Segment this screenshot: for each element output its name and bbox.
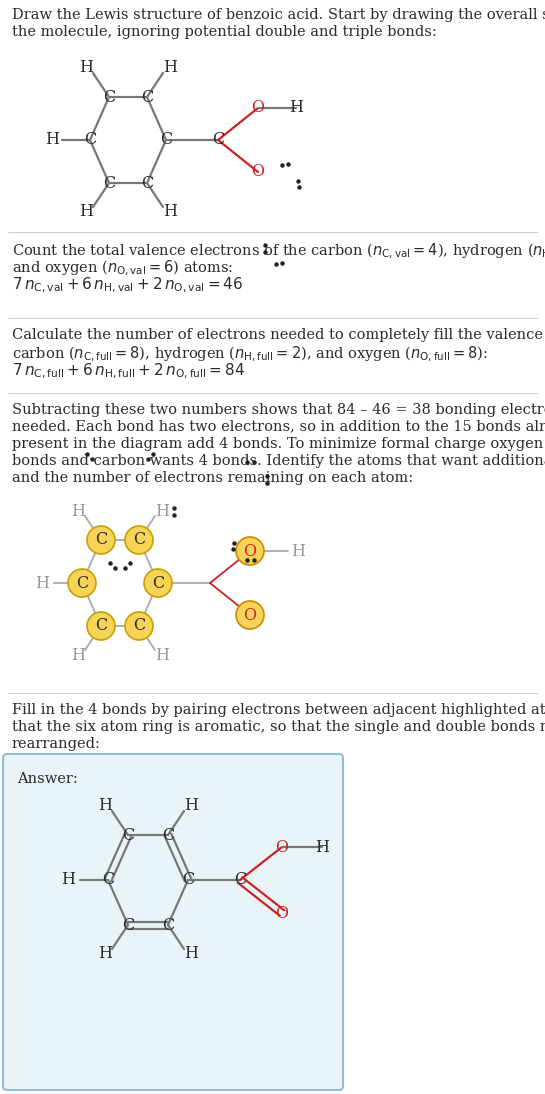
Text: and the number of electrons remaining on each atom:: and the number of electrons remaining on… — [12, 472, 413, 485]
Text: carbon ($n_{\mathrm{C,full}} = 8$), hydrogen ($n_{\mathrm{H,full}} = 2$), and ox: carbon ($n_{\mathrm{C,full}} = 8$), hydr… — [12, 345, 488, 364]
Text: O: O — [251, 100, 264, 116]
Text: O: O — [251, 163, 264, 181]
Text: H: H — [291, 543, 305, 559]
Text: C: C — [152, 574, 164, 592]
Text: C: C — [162, 917, 174, 933]
Text: O: O — [244, 543, 257, 559]
Text: the molecule, ignoring potential double and triple bonds:: the molecule, ignoring potential double … — [12, 25, 437, 39]
Text: H: H — [98, 945, 112, 963]
Text: C: C — [133, 532, 145, 548]
Text: O: O — [276, 905, 288, 921]
Text: C: C — [95, 617, 107, 635]
Text: C: C — [102, 872, 114, 888]
Text: Draw the Lewis structure of benzoic acid. Start by drawing the overall structure: Draw the Lewis structure of benzoic acid… — [12, 8, 545, 22]
Text: H: H — [184, 945, 198, 963]
Text: Subtracting these two numbers shows that 84 – 46 = 38 bonding electrons are: Subtracting these two numbers shows that… — [12, 403, 545, 417]
Text: H: H — [155, 502, 169, 520]
Text: H: H — [98, 798, 112, 815]
Text: C: C — [160, 131, 172, 149]
Circle shape — [68, 569, 96, 597]
Text: H: H — [35, 574, 49, 592]
Text: H: H — [79, 203, 93, 221]
Text: and oxygen ($n_{\mathrm{O,val}} = 6$) atoms:: and oxygen ($n_{\mathrm{O,val}} = 6$) at… — [12, 259, 233, 278]
Text: H: H — [45, 131, 59, 149]
Text: $7\,n_{\mathrm{C,val}} + 6\,n_{\mathrm{H,val}} + 2\,n_{\mathrm{O,val}} = 46$: $7\,n_{\mathrm{C,val}} + 6\,n_{\mathrm{H… — [12, 276, 243, 295]
Circle shape — [87, 526, 115, 554]
Text: O: O — [276, 838, 288, 856]
Text: C: C — [182, 872, 194, 888]
Text: C: C — [122, 826, 134, 843]
Text: $7\,n_{\mathrm{C,full}} + 6\,n_{\mathrm{H,full}} + 2\,n_{\mathrm{O,full}} = 84$: $7\,n_{\mathrm{C,full}} + 6\,n_{\mathrm{… — [12, 362, 245, 382]
Text: that the six atom ring is aromatic, so that the single and double bonds may be: that the six atom ring is aromatic, so t… — [12, 720, 545, 734]
Text: rearranged:: rearranged: — [12, 737, 101, 750]
Text: needed. Each bond has two electrons, so in addition to the 15 bonds already: needed. Each bond has two electrons, so … — [12, 420, 545, 434]
Text: H: H — [163, 203, 177, 221]
Circle shape — [236, 601, 264, 629]
Text: H: H — [71, 502, 85, 520]
Text: Fill in the 4 bonds by pairing electrons between adjacent highlighted atoms. Not: Fill in the 4 bonds by pairing electrons… — [12, 703, 545, 717]
Text: H: H — [289, 100, 303, 116]
Text: C: C — [141, 89, 153, 105]
Text: Count the total valence electrons of the carbon ($n_{\mathrm{C,val}} = 4$), hydr: Count the total valence electrons of the… — [12, 242, 545, 261]
Text: present in the diagram add 4 bonds. To minimize formal charge oxygen wants 2: present in the diagram add 4 bonds. To m… — [12, 437, 545, 451]
Text: C: C — [122, 917, 134, 933]
Circle shape — [125, 526, 153, 554]
Text: C: C — [234, 872, 246, 888]
Text: Answer:: Answer: — [17, 772, 78, 785]
Text: H: H — [61, 872, 75, 888]
Text: Calculate the number of electrons needed to completely fill the valence shells f: Calculate the number of electrons needed… — [12, 328, 545, 342]
Text: C: C — [76, 574, 88, 592]
Text: H: H — [163, 59, 177, 77]
Text: C: C — [141, 175, 153, 191]
Text: C: C — [103, 175, 115, 191]
FancyBboxPatch shape — [3, 754, 343, 1090]
Text: C: C — [162, 826, 174, 843]
Text: O: O — [244, 606, 257, 624]
Text: H: H — [79, 59, 93, 77]
Text: C: C — [133, 617, 145, 635]
Circle shape — [125, 612, 153, 640]
Text: H: H — [155, 647, 169, 663]
Circle shape — [236, 537, 264, 565]
Text: H: H — [315, 838, 329, 856]
Text: bonds and carbon wants 4 bonds. Identify the atoms that want additional bonds: bonds and carbon wants 4 bonds. Identify… — [12, 454, 545, 468]
Text: C: C — [103, 89, 115, 105]
Text: C: C — [95, 532, 107, 548]
Text: C: C — [212, 131, 224, 149]
Text: C: C — [84, 131, 96, 149]
Circle shape — [87, 612, 115, 640]
Circle shape — [144, 569, 172, 597]
Text: H: H — [184, 798, 198, 815]
Text: H: H — [71, 647, 85, 663]
